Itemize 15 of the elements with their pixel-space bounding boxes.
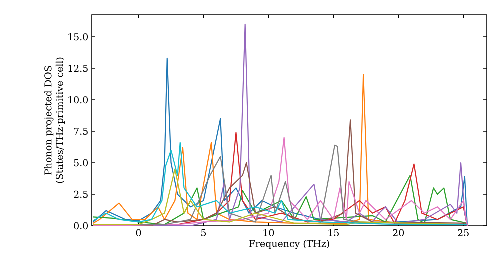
x-axis-title: Frequency (THz) (249, 240, 330, 250)
y-tick-label: 2.5 (74, 190, 88, 198)
x-tick-label: 15 (328, 229, 339, 237)
y-tick-label: 0.0 (74, 222, 88, 230)
y-tick-label: 5.0 (74, 159, 88, 167)
y-tick-label: 15.0 (68, 33, 88, 41)
y-tick-label: 7.5 (74, 128, 88, 136)
x-tick-label: 25 (458, 229, 469, 237)
x-tick-label: 20 (393, 229, 404, 237)
y-axis-title: Phonon projected DOS (States/THz·primitive cell) (44, 58, 66, 184)
x-tick-label: 0 (136, 229, 142, 237)
x-tick-label: 10 (264, 229, 274, 237)
y-tick-label: 12.5 (68, 64, 88, 72)
x-tick-label: 5 (202, 229, 206, 236)
y-tick-label: 10.0 (68, 96, 88, 104)
